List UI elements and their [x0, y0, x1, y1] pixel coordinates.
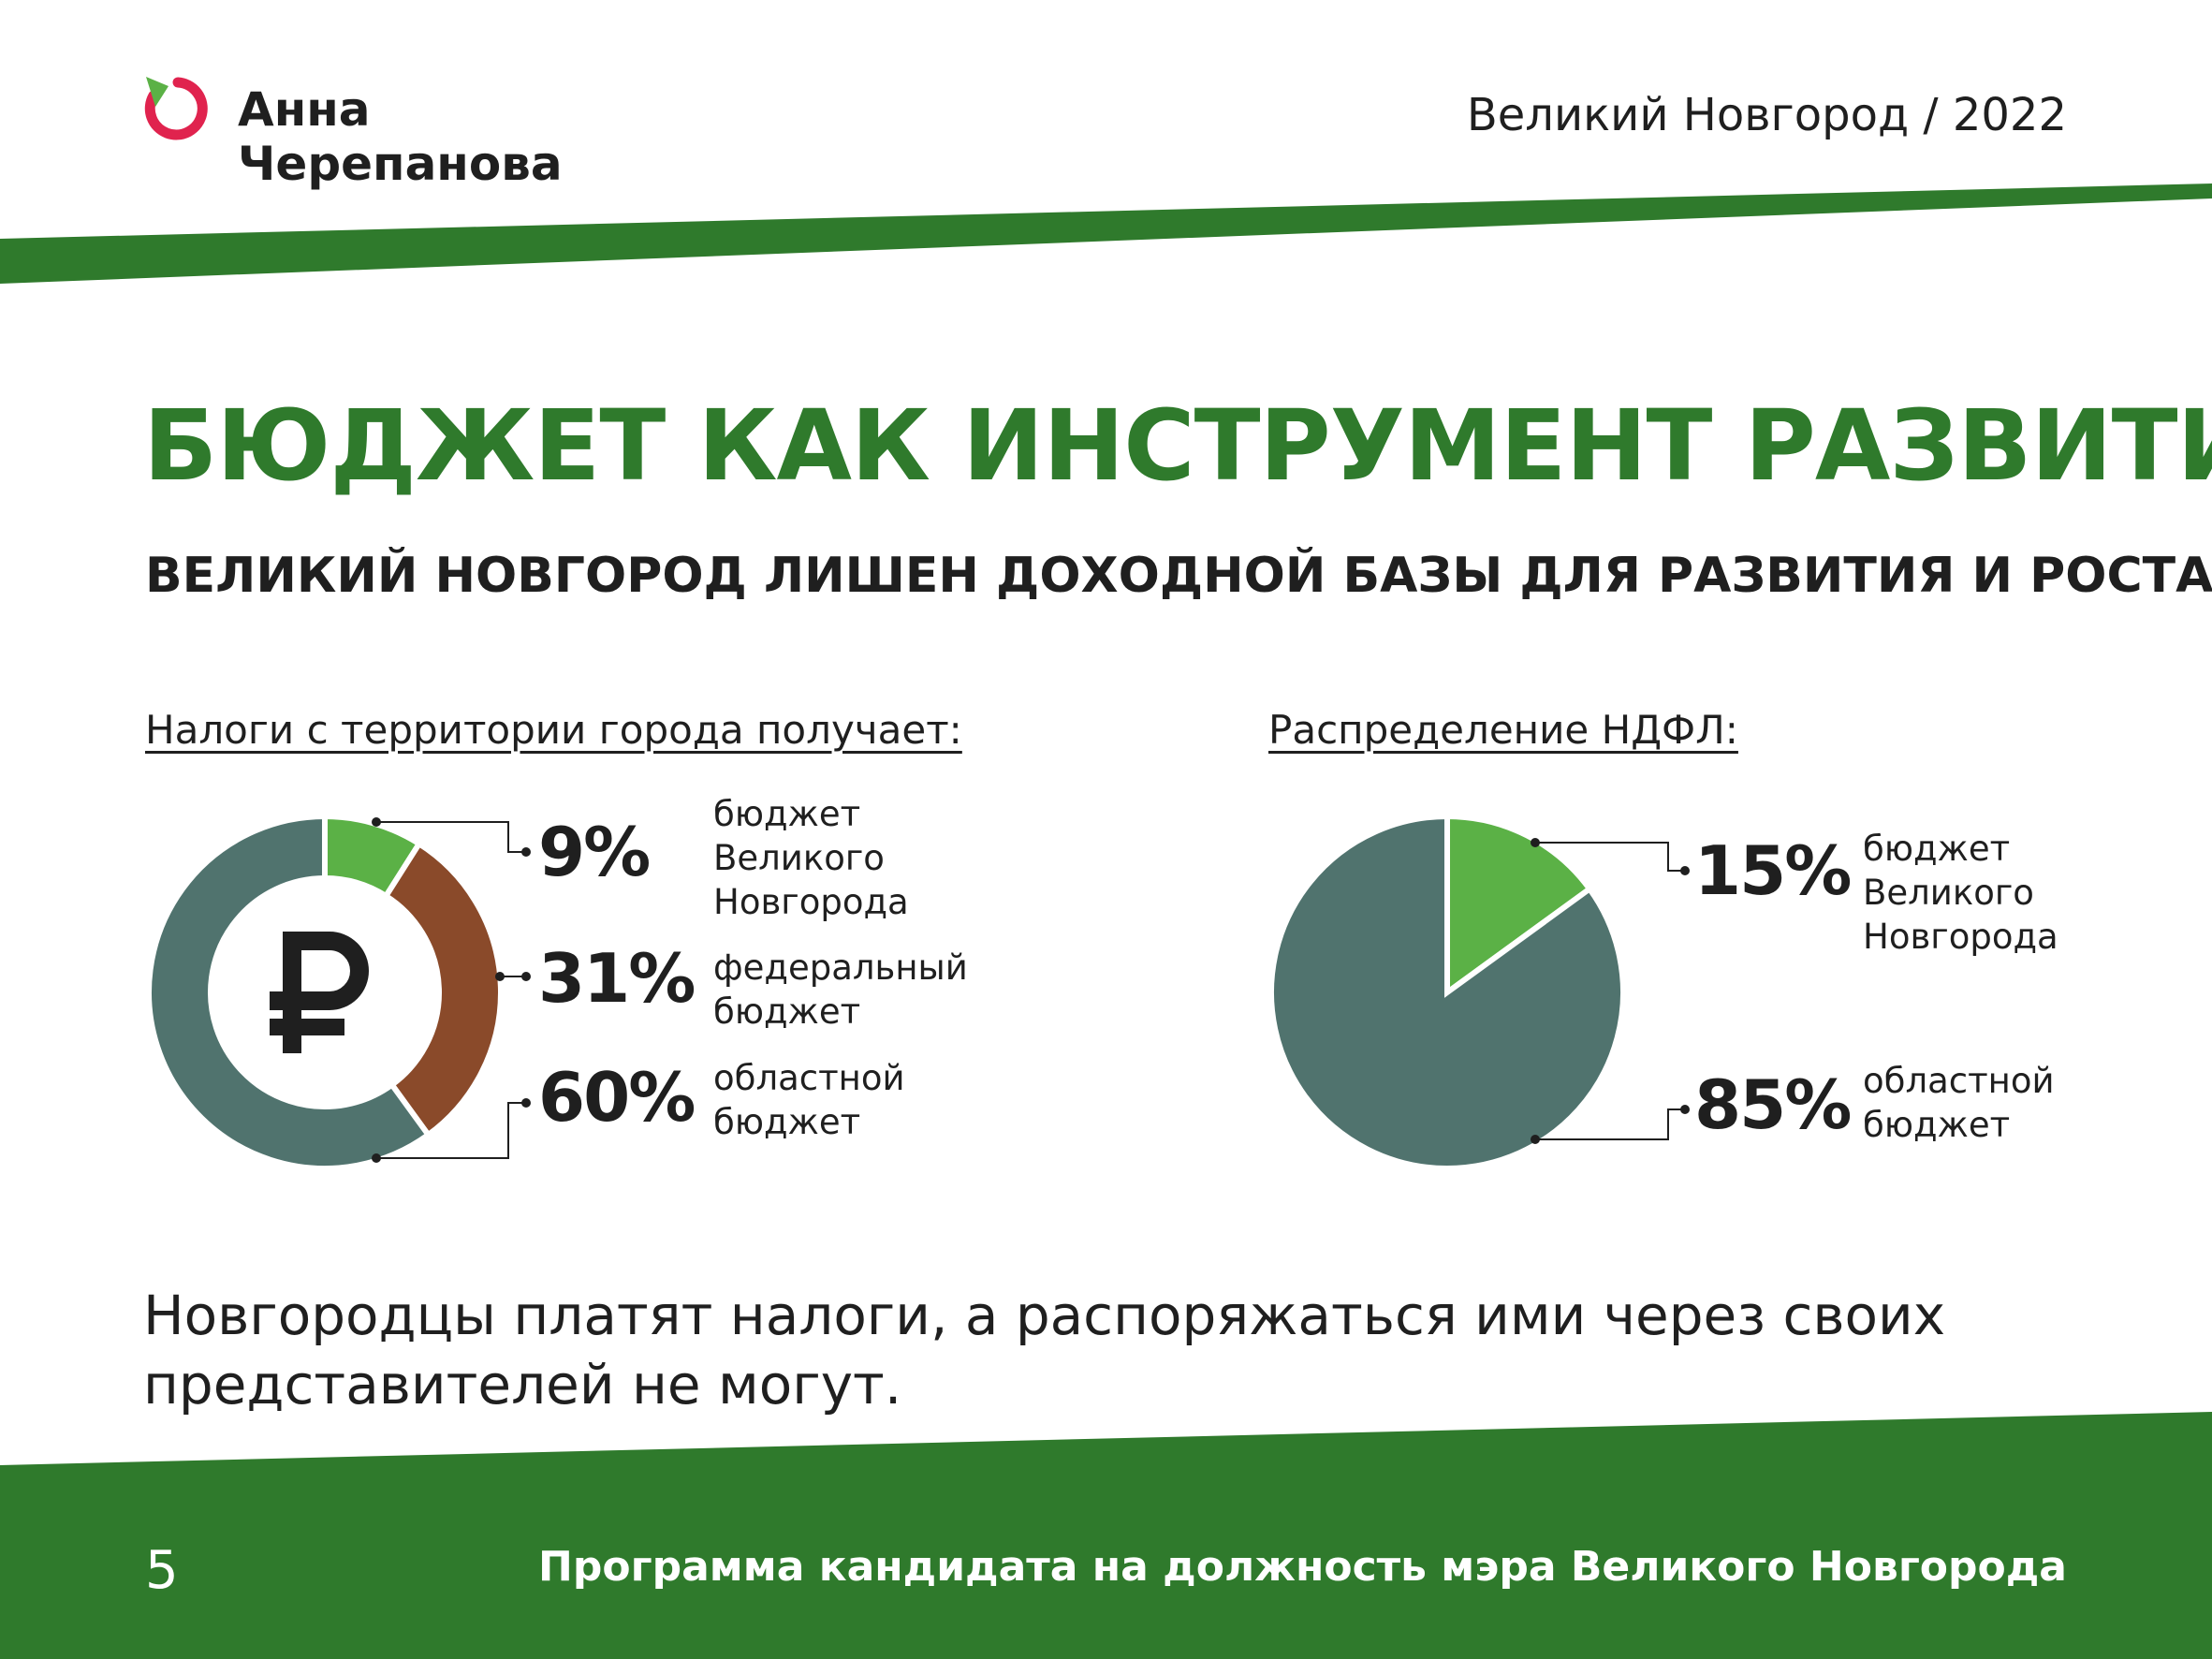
chart1-leader-1-end-dot [521, 847, 531, 857]
chart2-leader-1-start-dot [1531, 838, 1540, 847]
chart1-title: Налоги с территории города получает: [145, 707, 962, 753]
chart1-pct-3: 60% [538, 1058, 696, 1137]
chart2-title: Распределение НДФЛ: [1268, 707, 1738, 753]
chart2-leader-2 [1535, 1108, 1685, 1140]
chart1-leader-3 [376, 1102, 526, 1159]
chart1-leader-2-end-dot [521, 972, 531, 981]
ruble-icon [270, 932, 369, 1053]
chart1-leader-1 [376, 821, 526, 853]
summary-text: Новгородцы платят налоги, а распоряжатьс… [143, 1284, 1946, 1417]
chart2-label-1: бюджет Великого Новгорода [1863, 829, 2058, 957]
chart1-label-3: областной бюджет [713, 1058, 905, 1142]
candidate-name: Анна Черепанова [238, 82, 563, 191]
chart1-leader-1-start-dot [372, 817, 381, 827]
chart2-slice-2 [1268, 813, 1626, 1171]
candidate-first-name: Анна [238, 82, 371, 137]
chart1-label-2: федеральный бюджет [713, 947, 968, 1032]
chart2-leader-2-start-dot [1531, 1135, 1540, 1144]
chart2-pct-1: 15% [1694, 831, 1852, 910]
chart2-pct-2: 85% [1694, 1065, 1852, 1144]
top-band [0, 184, 2212, 284]
chart2-label-2: областной бюджет [1863, 1061, 2055, 1145]
chart1-leader-3-end-dot [521, 1098, 531, 1108]
footer-text: Программа кандидата на должность мэра Ве… [538, 1543, 2067, 1591]
chart1-slice-3 [146, 813, 432, 1171]
chart2-slice-1 [1444, 813, 1594, 998]
chart1-pct-1: 9% [538, 813, 651, 891]
header-city-year: Великий Новгород / 2022 [1466, 89, 2067, 141]
chart2-leader-2-end-dot [1680, 1105, 1690, 1114]
chart1-leader-3-start-dot [372, 1153, 381, 1163]
page-number: 5 [145, 1540, 179, 1601]
chart1-leader-2-start-dot [495, 972, 505, 981]
page-subtitle: ВЕЛИКИЙ НОВГОРОД ЛИШЕН ДОХОДНОЙ БАЗЫ ДЛЯ… [145, 548, 2212, 604]
chart1-label-1: бюджет Великого Новгорода [713, 794, 909, 922]
chart2-leader-1-end-dot [1680, 866, 1690, 875]
logo-icon [144, 77, 208, 140]
chart1-pct-2: 31% [538, 939, 696, 1018]
chart2-leader-1 [1535, 842, 1685, 872]
candidate-last-name: Черепанова [238, 137, 563, 191]
bottom-band [0, 1412, 2212, 1659]
chart1-slice-2 [382, 840, 505, 1139]
page-title: БЮДЖЕТ КАК ИНСТРУМЕНТ РАЗВИТИЯ / 1 [143, 389, 2212, 503]
